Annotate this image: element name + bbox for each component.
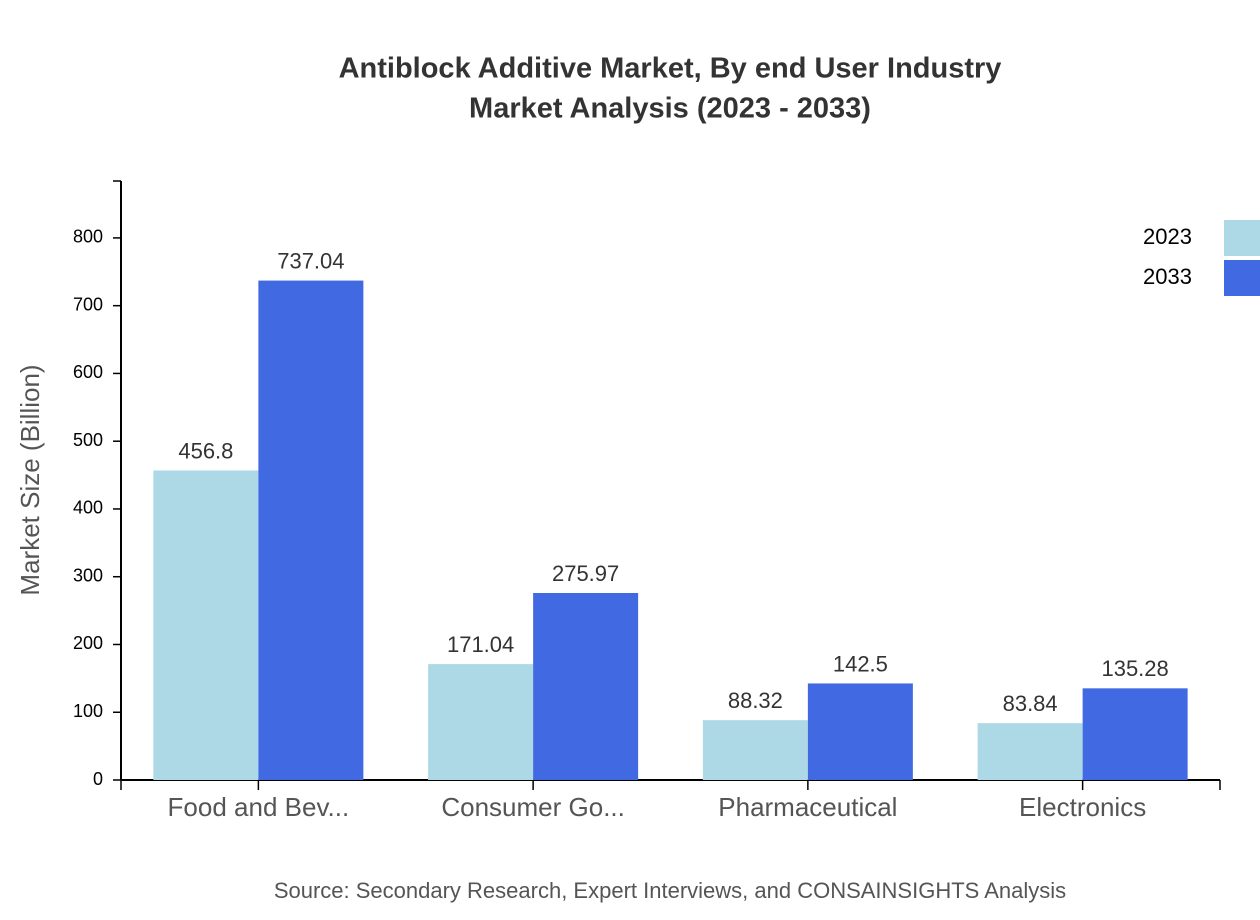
y-tick-label: 400	[73, 498, 103, 518]
y-tick-label: 0	[93, 769, 103, 789]
source-note: Source: Secondary Research, Expert Inter…	[274, 878, 1066, 903]
y-tick-label: 600	[73, 362, 103, 382]
x-tick-label: Electronics	[1019, 792, 1146, 822]
data-label: 142.5	[833, 651, 888, 676]
bar	[807, 683, 913, 780]
chart-title: Antiblock Additive Market, By end User I…	[339, 53, 1002, 85]
y-tick-label: 800	[73, 227, 103, 247]
bar	[702, 720, 808, 780]
x-tick-label: Pharmaceutical	[718, 792, 897, 822]
bar	[1082, 688, 1188, 780]
y-tick-label: 200	[73, 633, 103, 653]
data-label: 135.28	[1101, 656, 1168, 681]
x-tick-label: Consumer Go...	[441, 792, 625, 822]
y-tick-label: 300	[73, 565, 103, 585]
y-tick-label: 700	[73, 294, 103, 314]
legend-swatch	[1224, 260, 1260, 296]
data-label: 275.97	[552, 561, 619, 586]
data-label: 171.04	[447, 632, 514, 657]
bar	[258, 280, 364, 780]
y-tick-label: 500	[73, 430, 103, 450]
y-axis-title: Market Size (Billion)	[15, 364, 45, 595]
legend-label: 2033	[1143, 264, 1192, 289]
bar	[533, 593, 639, 780]
data-label: 88.32	[728, 688, 783, 713]
y-tick-label: 100	[73, 701, 103, 721]
legend-swatch	[1224, 220, 1260, 256]
data-label: 737.04	[277, 248, 344, 273]
chart-subtitle: Market Analysis (2023 - 2033)	[469, 93, 871, 125]
x-tick-label: Food and Bev...	[168, 792, 350, 822]
bar	[977, 723, 1083, 780]
bar	[153, 470, 259, 780]
data-label: 83.84	[1003, 691, 1058, 716]
legend-label: 2023	[1143, 224, 1192, 249]
data-label: 456.8	[178, 438, 233, 463]
bar	[428, 664, 534, 780]
